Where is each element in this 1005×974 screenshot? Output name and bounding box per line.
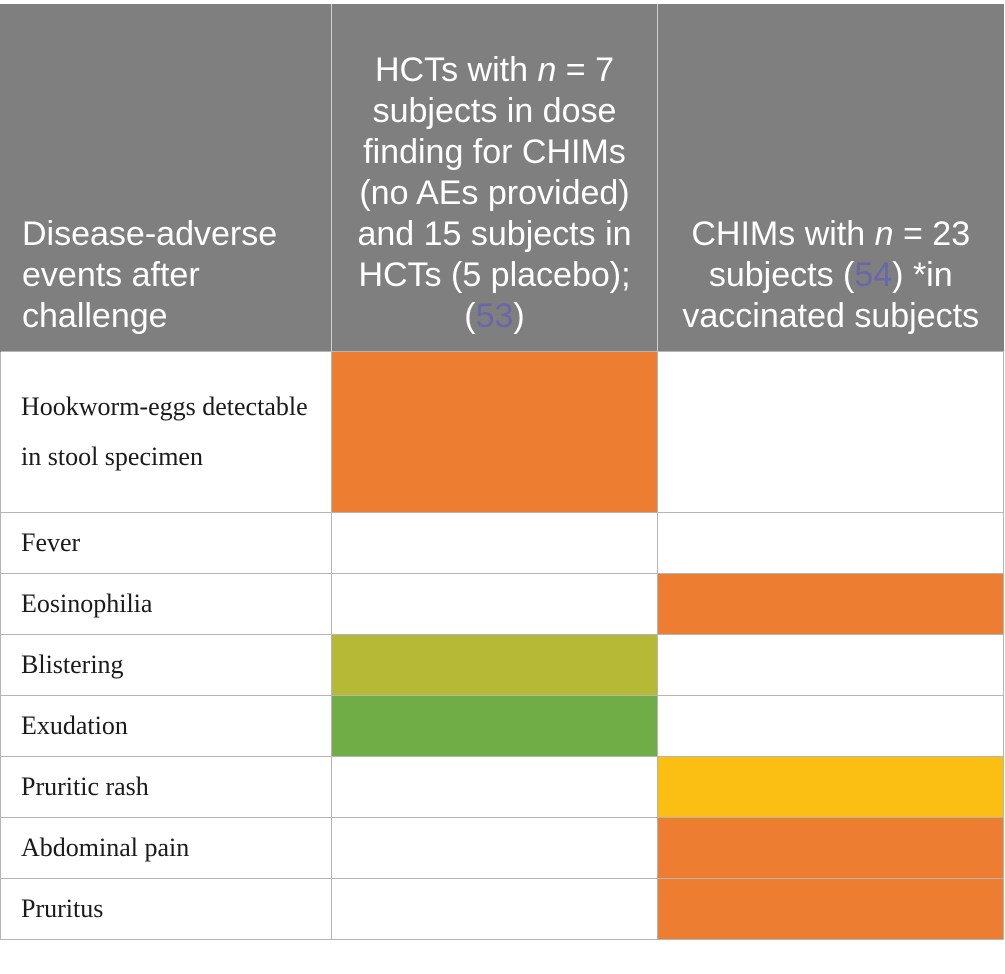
table-row: Pruritus <box>0 877 1004 940</box>
row-label: Eosinophilia <box>0 572 332 635</box>
row-label: Exudation <box>0 694 332 757</box>
table-row: Pruritic rash <box>0 755 1004 818</box>
chims-cell-white <box>657 511 1004 574</box>
reference-link-54[interactable]: 54 <box>854 255 893 294</box>
hcts-cell-white <box>331 572 658 635</box>
table-row: Exudation <box>0 694 1004 757</box>
chims-cell-orange <box>657 877 1004 940</box>
header-hcts: HCTs with n = 7 subjects in dose finding… <box>331 4 658 351</box>
chims-cell-orange <box>657 572 1004 635</box>
header-label: Disease-adverse events after challenge <box>22 214 278 335</box>
table-row: Fever <box>0 511 1004 574</box>
row-label: Hookworm-eggs detectable in stool specim… <box>0 350 332 513</box>
row-label: Blistering <box>0 633 332 696</box>
chims-cell-white <box>657 350 1004 513</box>
adverse-events-table: Disease-adverse events after challenge H… <box>0 4 1004 940</box>
hcts-cell-white <box>331 755 658 818</box>
table-row: Blistering <box>0 633 1004 696</box>
hcts-cell-green <box>331 694 658 757</box>
chims-cell-white <box>657 633 1004 696</box>
table-row: Hookworm-eggs detectable in stool specim… <box>0 350 1004 513</box>
hcts-cell-orange <box>331 350 658 513</box>
hcts-cell-white <box>331 511 658 574</box>
hcts-cell-white <box>331 816 658 879</box>
chims-cell-orange <box>657 816 1004 879</box>
chims-cell-yellow <box>657 755 1004 818</box>
row-label: Pruritic rash <box>0 755 332 818</box>
hcts-cell-white <box>331 877 658 940</box>
row-label: Pruritus <box>0 877 332 940</box>
table-row: Eosinophilia <box>0 572 1004 635</box>
row-label: Abdominal pain <box>0 816 332 879</box>
hcts-cell-olive <box>331 633 658 696</box>
row-label: Fever <box>0 511 332 574</box>
table-row: Abdominal pain <box>0 816 1004 879</box>
reference-link-53[interactable]: 53 <box>475 296 514 335</box>
chims-cell-white <box>657 694 1004 757</box>
header-row: Disease-adverse events after challenge H… <box>0 4 1004 351</box>
header-disease-adverse-events: Disease-adverse events after challenge <box>0 4 332 351</box>
header-chims: CHIMs with n = 23 subjects (54) *in vacc… <box>657 4 1004 351</box>
